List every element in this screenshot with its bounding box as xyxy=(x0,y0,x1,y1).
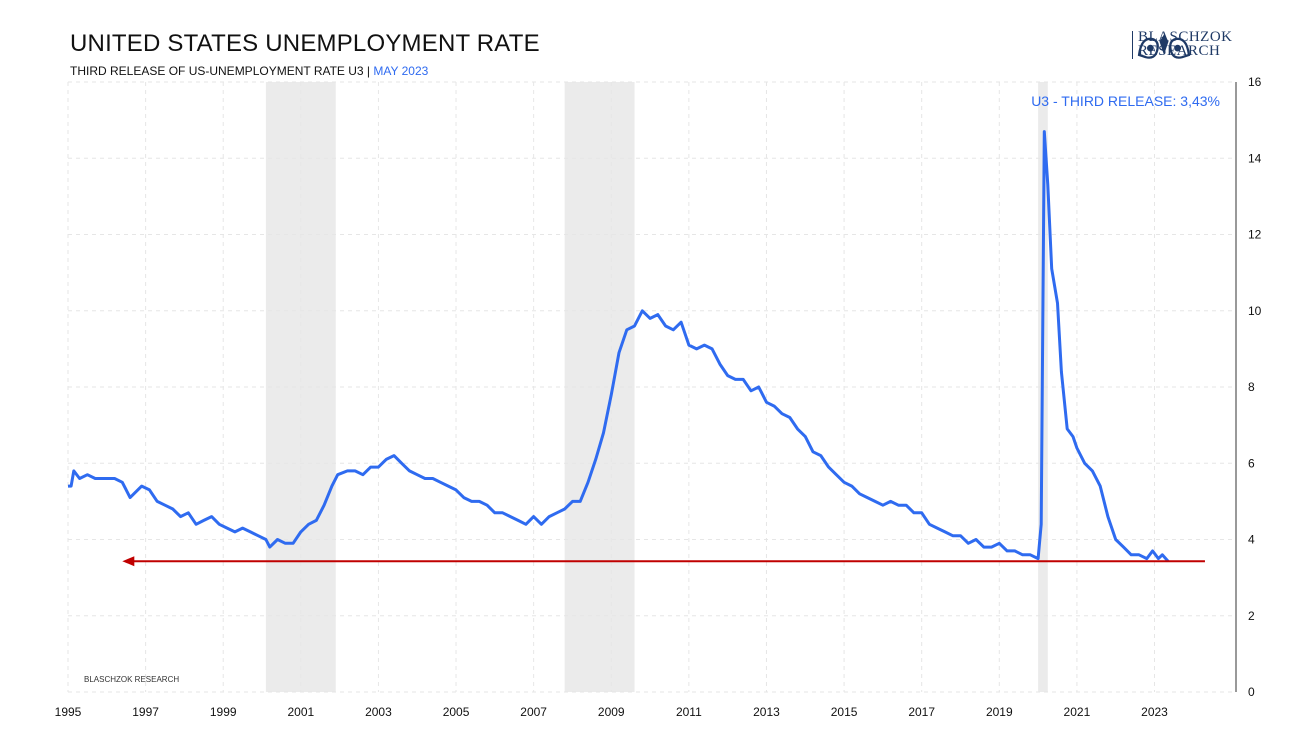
y-tick-label: 8 xyxy=(1248,380,1255,394)
x-tick-label: 2017 xyxy=(908,705,935,719)
x-tick-label: 1999 xyxy=(210,705,237,719)
x-tick-label: 2003 xyxy=(365,705,392,719)
x-tick-label: 2005 xyxy=(443,705,470,719)
y-tick-label: 12 xyxy=(1248,228,1262,242)
brand-logo-icon xyxy=(1137,34,1191,59)
y-tick-label: 6 xyxy=(1248,456,1255,470)
x-tick-label: 2019 xyxy=(986,705,1013,719)
x-tick-label: 2015 xyxy=(831,705,858,719)
x-tick-label: 2009 xyxy=(598,705,625,719)
reference-arrow-head xyxy=(122,556,135,567)
x-tick-label: 2011 xyxy=(676,705,702,719)
y-tick-label: 10 xyxy=(1248,304,1262,318)
y-tick-label: 0 xyxy=(1248,685,1255,699)
logo-divider xyxy=(1132,31,1133,59)
series-line xyxy=(68,130,1170,563)
x-tick-label: 2001 xyxy=(287,705,314,719)
x-tick-label: 2013 xyxy=(753,705,780,719)
brand-logo-text: BLASCHZOK RESEARCH xyxy=(1138,29,1233,59)
x-tick-label: 1997 xyxy=(132,705,159,719)
brand-logo-line1: BLASCHZOK xyxy=(1138,29,1233,45)
x-tick-label: 2007 xyxy=(520,705,547,719)
x-tick-label: 1995 xyxy=(55,705,82,719)
y-tick-label: 2 xyxy=(1248,609,1255,623)
y-tick-label: 16 xyxy=(1248,75,1262,89)
brand-logo-line2: RESEARCH xyxy=(1138,43,1221,59)
subtitle-main: THIRD RELEASE OF US-UNEMPLOYMENT RATE U3… xyxy=(70,64,371,78)
watermark-text: BLASCHZOK RESEARCH xyxy=(84,675,179,684)
y-tick-label: 4 xyxy=(1248,533,1255,547)
chart-title: UNITED STATES UNEMPLOYMENT RATE xyxy=(70,30,540,57)
y-tick-label: 14 xyxy=(1248,151,1262,165)
chart-subtitle: THIRD RELEASE OF US-UNEMPLOYMENT RATE U3… xyxy=(70,64,428,78)
annotation-label: U3 - THIRD RELEASE: 3,43% xyxy=(1031,93,1220,109)
subtitle-date: MAY 2023 xyxy=(373,64,429,78)
x-tick-label: 2023 xyxy=(1141,705,1168,719)
x-tick-label: 2021 xyxy=(1064,705,1091,719)
